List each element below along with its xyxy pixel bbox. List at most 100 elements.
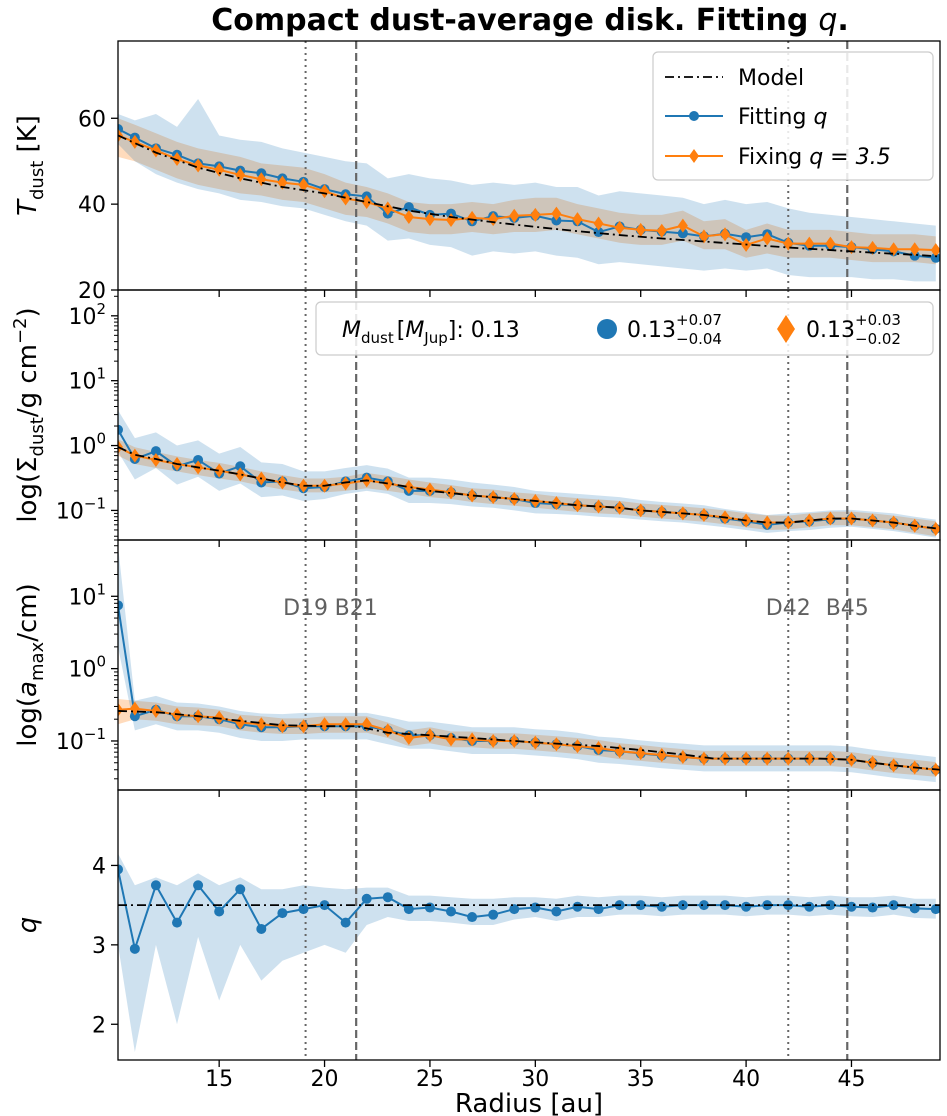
fit-point: [172, 917, 183, 928]
panel-amax-plot-area: [118, 540, 940, 790]
chart-title: Compact dust-average disk. Fitting q.: [211, 3, 849, 38]
fit-point: [340, 917, 351, 928]
y-tick-exponent: 0: [96, 653, 106, 671]
y-label-sub: dust: [27, 161, 48, 200]
fit-point: [656, 901, 667, 912]
gap-label-B45: B45: [826, 596, 869, 621]
y-label-sub: dust: [27, 417, 48, 456]
fix-point: [319, 184, 330, 199]
y-tick-base: 10: [56, 730, 84, 755]
x-tick-label: 35: [627, 1067, 655, 1092]
x-tick-label: 40: [732, 1067, 760, 1092]
fit-point: [509, 904, 520, 915]
fix-point: [530, 207, 541, 222]
y-tick-base: 10: [68, 305, 96, 330]
fix-point: [277, 719, 288, 734]
chart-title-end: .: [837, 3, 848, 38]
legend-fix-eq: q = 3.5: [809, 145, 890, 170]
line-fit-q: [118, 869, 936, 953]
y-label-rest: /cm): [13, 583, 43, 642]
x-tick-label: 45: [837, 1067, 865, 1092]
fit-point: [446, 906, 457, 917]
fix-point: [446, 485, 457, 500]
fix-point: [319, 717, 330, 732]
fix-point: [656, 504, 667, 519]
fix-point: [467, 732, 478, 747]
x-tick-label: 30: [521, 1067, 549, 1092]
fix-point: [720, 227, 731, 242]
fix-point: [825, 751, 836, 766]
y-axis-label-Sigma: log(Σdust/g cm−2): [10, 307, 48, 522]
legend-fit-marker: [689, 111, 699, 121]
fix-point: [118, 439, 123, 454]
y-tick-label: 2: [92, 1013, 106, 1038]
fit-point: [118, 864, 123, 875]
fix-point: [635, 503, 646, 518]
mass-legend: Mdust [MJup]: 0.13 0.13 +0.07−0.04 0.13 +0.03…: [315, 301, 934, 356]
fix-point: [298, 177, 309, 192]
fix-point: [762, 231, 773, 246]
fix-point: [909, 242, 920, 257]
y-tick-exponent: 1: [96, 580, 106, 598]
fit-point: [214, 906, 225, 917]
y-label-pre: log(Σ: [13, 456, 43, 522]
mass-fit-plus: +0.07: [676, 311, 722, 329]
legend-fix-marker: [689, 149, 699, 163]
fix-point: [235, 467, 246, 482]
fix-point: [150, 703, 161, 718]
fix-point: [825, 236, 836, 251]
mass-fix-plus: +0.03: [855, 311, 901, 329]
fix-point: [572, 498, 583, 513]
fix-point: [467, 210, 478, 225]
y-label-sup: −2: [10, 317, 31, 344]
y-label-pre: log(: [13, 697, 43, 747]
fix-point: [424, 482, 435, 497]
fit-point: [361, 893, 372, 904]
y-tick-label: 4: [92, 854, 106, 879]
fix-point: [509, 208, 520, 223]
gap-label-D42: D42: [766, 596, 811, 621]
fix-point: [593, 216, 604, 231]
y-label-var: a: [13, 681, 43, 697]
fix-point: [403, 479, 414, 494]
fit-point: [277, 908, 288, 919]
legend-fit-label: Fitting q: [738, 105, 827, 130]
fit-point: [551, 906, 562, 917]
fit-point: [118, 424, 123, 435]
fit-point: [635, 900, 646, 911]
mass-unit-sub: Jup: [423, 329, 447, 347]
chart-title-var: q: [818, 3, 837, 38]
mass-label-sub: dust: [361, 329, 394, 347]
fix-point: [677, 218, 688, 233]
fix-point: [930, 243, 940, 258]
y-tick-label: 20: [78, 279, 106, 304]
fit-point: [741, 901, 752, 912]
fix-point: [656, 223, 667, 238]
fit-point: [867, 902, 878, 913]
fit-point: [298, 904, 309, 915]
fit-point: [193, 454, 204, 465]
mass-fix-value: 0.13: [806, 318, 855, 343]
panel-T-plot-area: [118, 41, 940, 290]
mass-legend-model: Mdust [MJup]: 0.13: [342, 318, 520, 347]
y-tick-base: 10: [68, 658, 96, 683]
fit-point: [129, 711, 140, 722]
mass-fix-minus: −0.02: [855, 330, 901, 348]
fit-point: [467, 912, 478, 923]
y-tick-label: 100: [68, 430, 106, 460]
line-model-Sigma: [118, 446, 940, 530]
mass-fit-marker: [597, 319, 617, 339]
y-tick-label: 102: [68, 300, 106, 330]
line-fix-T: [118, 134, 936, 252]
fix-point: [467, 488, 478, 503]
fix-point: [118, 702, 123, 717]
fit-point: [319, 900, 330, 911]
legend-fix-label: Fixing q = 3.5: [738, 145, 891, 170]
y-tick-label: 60: [78, 107, 106, 132]
y-tick-exponent: 0: [96, 430, 106, 448]
y-tick-label: 101: [68, 365, 106, 395]
mass-legend-frame: [315, 301, 934, 356]
fit-point: [150, 880, 161, 891]
